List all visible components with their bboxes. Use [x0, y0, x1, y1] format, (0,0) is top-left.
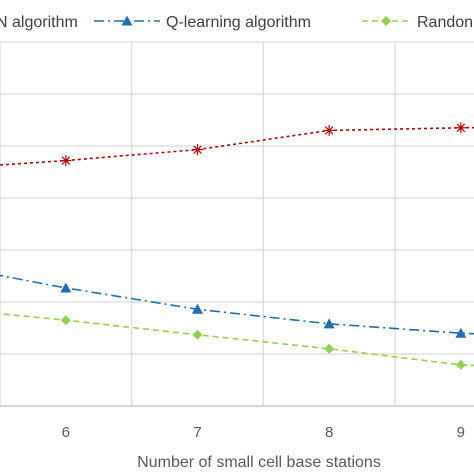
series-markers: [60, 122, 467, 370]
data-point-series-3: [60, 315, 71, 326]
legend-label: N algorithm: [0, 14, 78, 31]
series-line-1: [0, 126, 474, 166]
x-axis-label: Number of small cell base stations: [137, 454, 381, 471]
series-line-2: [0, 274, 474, 335]
x-tick-label: 9: [457, 424, 465, 441]
data-point-series-1: [60, 155, 72, 167]
data-point-series-3: [324, 343, 335, 354]
data-point-series-2: [60, 282, 72, 293]
grid-lines: [0, 41, 474, 407]
data-point-series-3: [192, 329, 203, 340]
x-tick-label: 8: [325, 424, 333, 441]
series-lines: [0, 126, 474, 367]
legend-key-marker: [381, 16, 391, 26]
data-point-series-1: [455, 122, 467, 134]
x-tick-label: 6: [62, 424, 70, 441]
legend-label: Q-learning algorithm: [166, 14, 311, 31]
data-point-series-2: [323, 318, 335, 329]
x-tick-label: 7: [193, 424, 201, 441]
legend: N algorithm Q-learning algorithm Randon: [0, 14, 473, 31]
legend-key-marker: [121, 15, 133, 26]
data-point-series-1: [192, 144, 203, 156]
x-tick-labels: 6 7 8 9: [62, 424, 465, 441]
legend-label: Randon: [417, 14, 473, 31]
data-point-series-1: [323, 124, 335, 136]
data-point-series-2: [192, 303, 203, 314]
data-point-series-2: [455, 327, 467, 338]
series-line-3: [0, 312, 474, 367]
data-point-series-3: [455, 359, 466, 370]
